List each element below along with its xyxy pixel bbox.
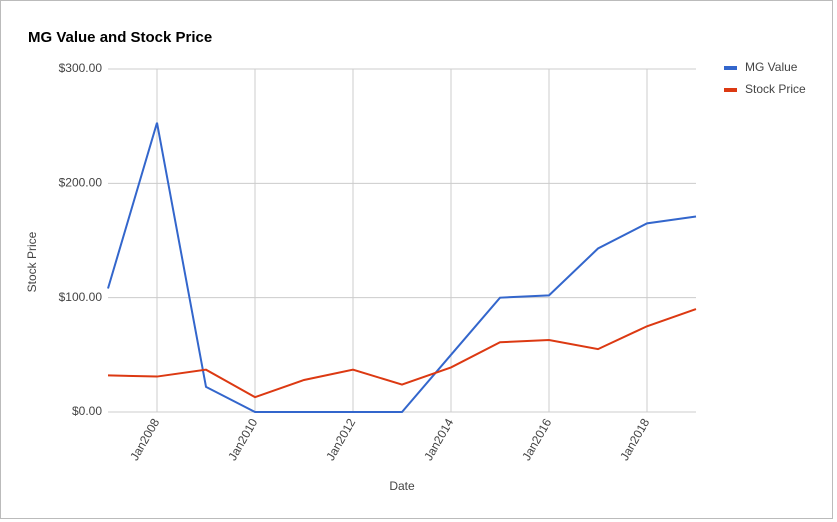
legend-label: MG Value [745, 60, 798, 74]
series-line [107, 122, 697, 413]
legend-swatch [724, 88, 737, 92]
chart-title: MG Value and Stock Price [28, 29, 212, 46]
y-tick-label: $300.00 [59, 61, 103, 75]
legend-swatch [724, 66, 737, 70]
y-axis-label: Stock Price [25, 231, 39, 292]
series-line [107, 308, 697, 399]
legend-label: Stock Price [745, 82, 806, 96]
y-tick-label: $200.00 [59, 176, 103, 190]
y-tick-label: $100.00 [59, 290, 103, 304]
x-axis-label: Date [389, 479, 415, 493]
y-tick-label: $0.00 [72, 404, 102, 418]
